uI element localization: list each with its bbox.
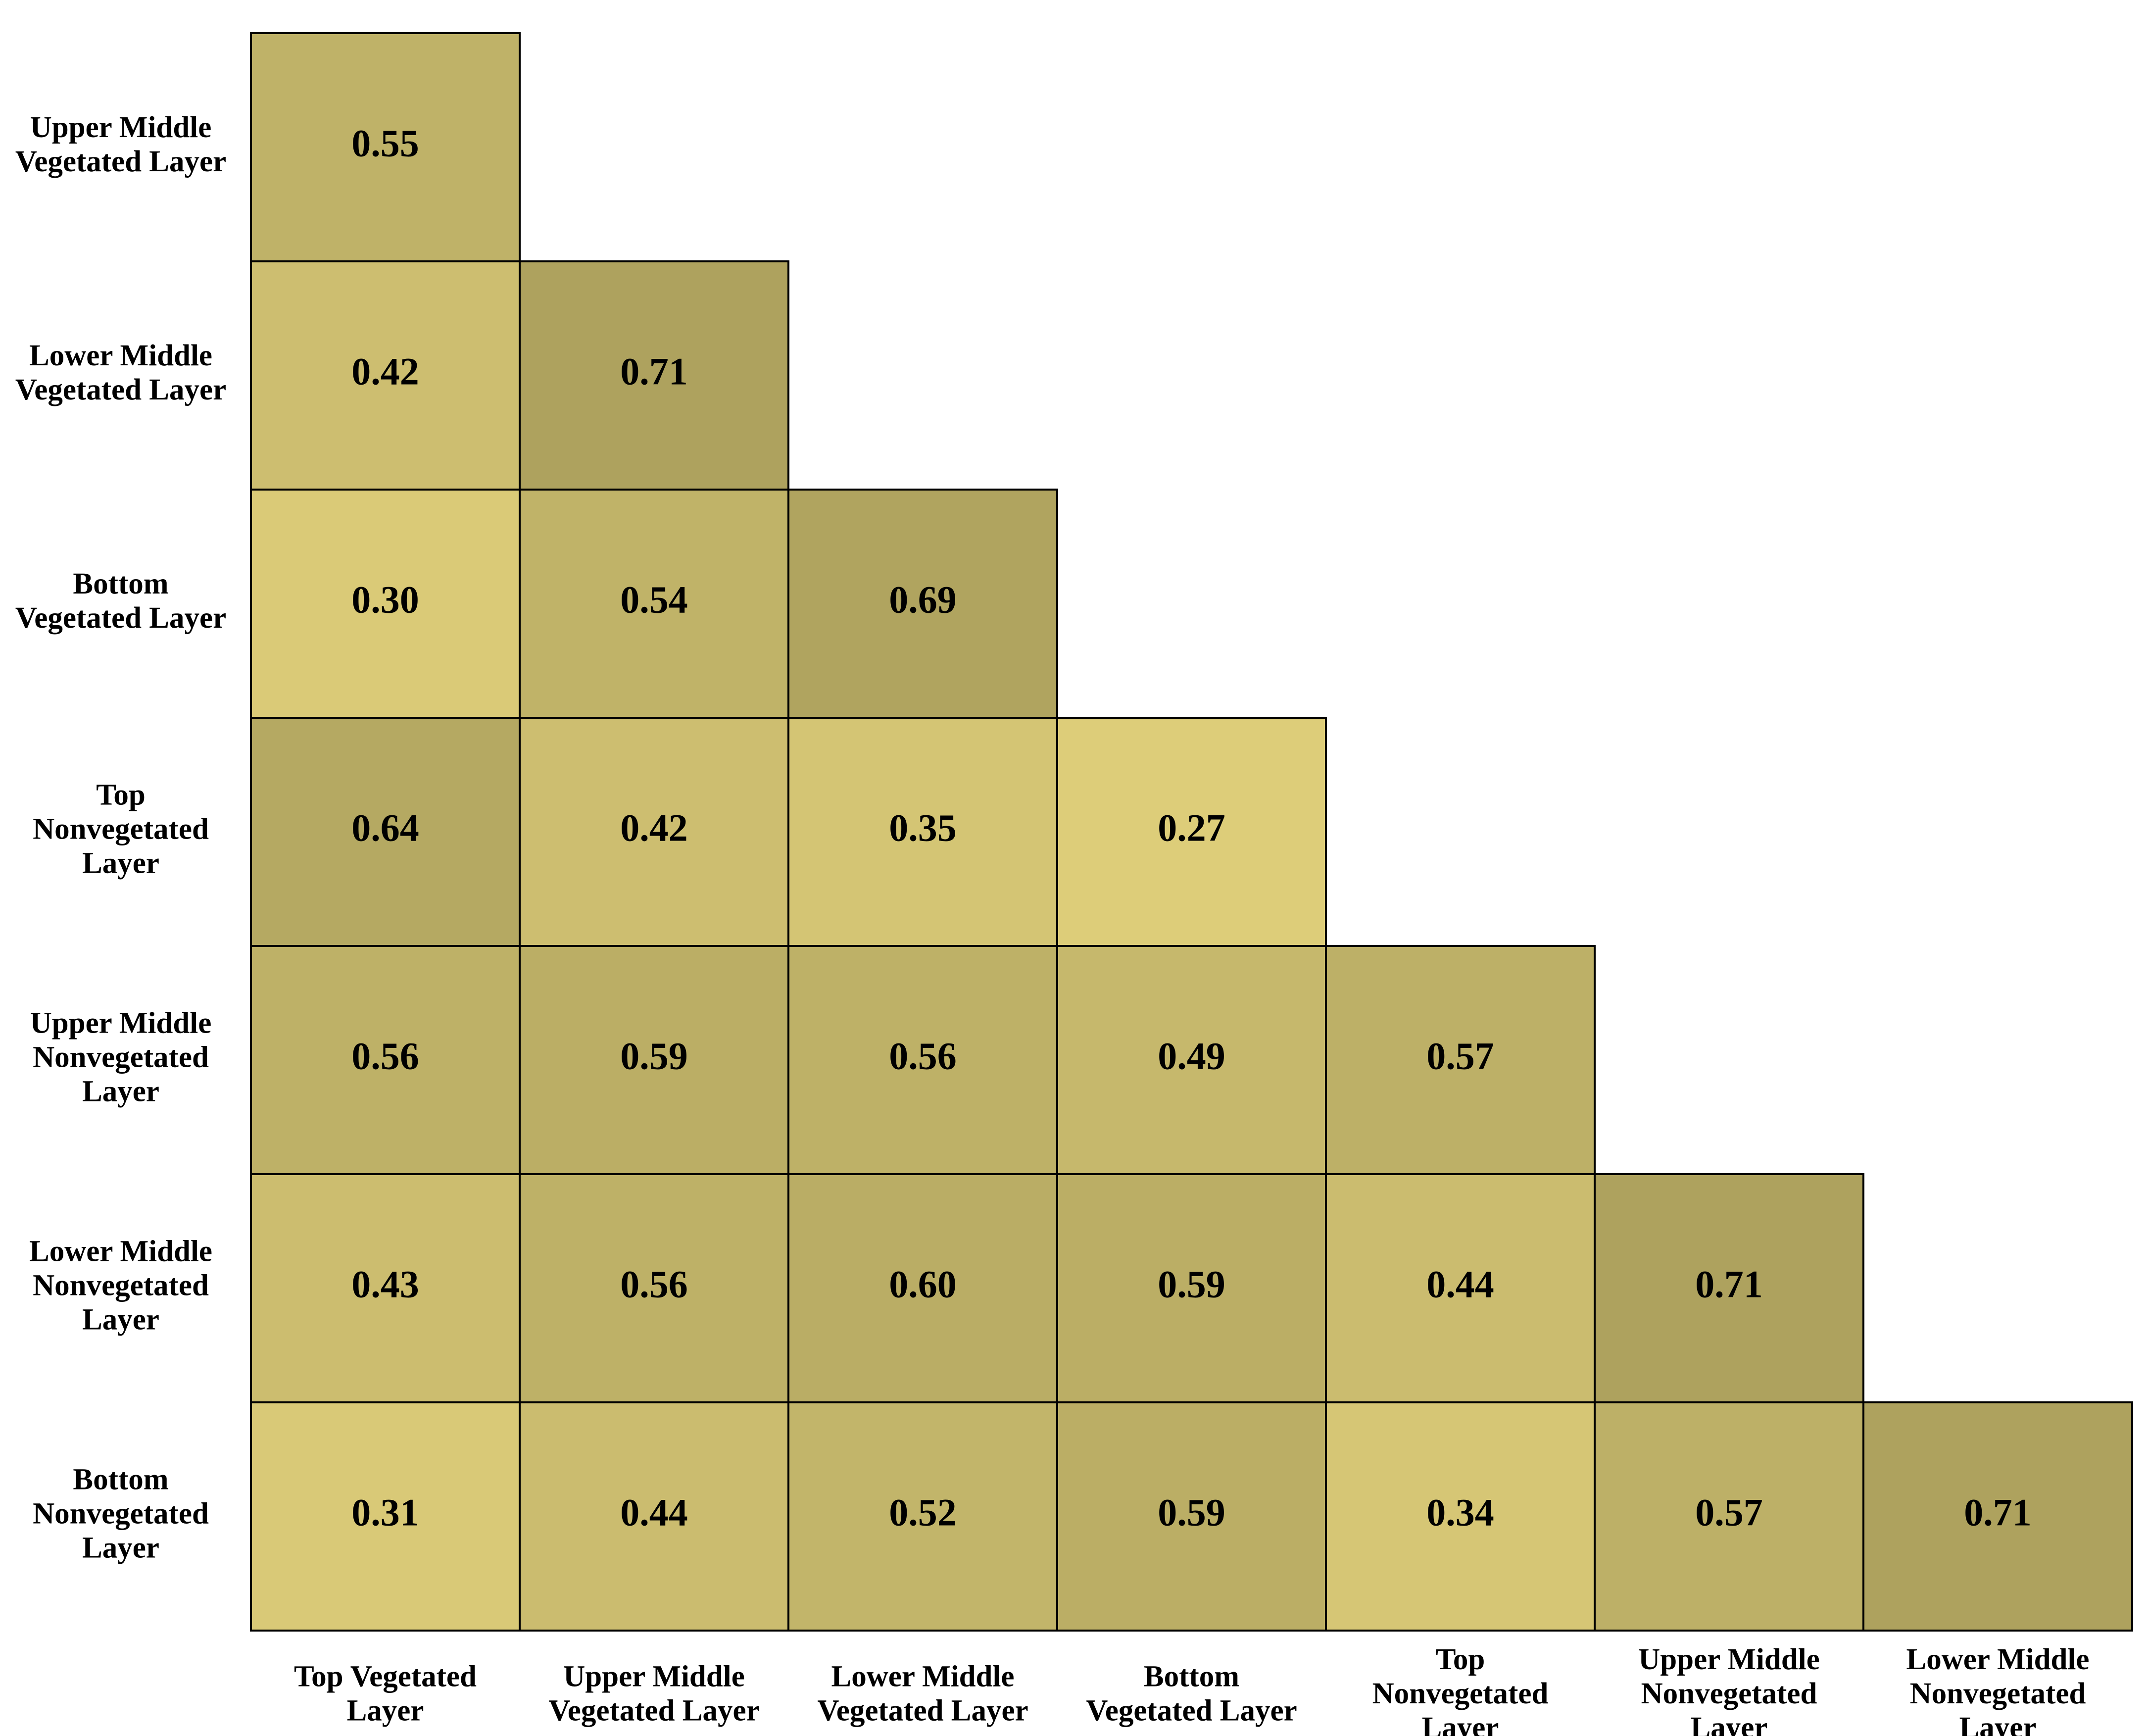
cell-label: 0.54	[620, 578, 688, 621]
cell-label: 0.64	[351, 806, 419, 849]
cell-label: 0.30	[351, 578, 419, 621]
cell-label: 0.71	[620, 349, 688, 393]
cell-label: 0.42	[351, 349, 419, 393]
heatmap-cell	[250, 32, 521, 262]
cell-label: 0.42	[620, 806, 688, 849]
cell-label: 0.59	[1158, 1262, 1225, 1305]
cell-label: 0.56	[351, 1034, 419, 1077]
cell-label: 0.57	[1426, 1034, 1494, 1077]
cell-label: 0.44	[620, 1490, 688, 1534]
y-tick-label: Lower Middle Vegetated Layer	[15, 339, 226, 406]
heatmap-cell	[1594, 1173, 1864, 1403]
x-tick-label: Top Vegetated Layer	[294, 1660, 477, 1728]
x-tick-label: Upper Middle Vegetated Layer	[548, 1660, 759, 1728]
y-tick-label: Top Nonvegetated Layer	[33, 779, 209, 880]
heatmap-cell	[1325, 1173, 1596, 1403]
heatmap-cell	[519, 945, 789, 1175]
heatmap-cell	[1056, 1401, 1327, 1632]
cell-label: 0.43	[351, 1262, 419, 1305]
cell-label: 0.56	[620, 1262, 688, 1305]
cell-label: 0.71	[1964, 1490, 2032, 1534]
cell-label: 0.52	[889, 1490, 957, 1534]
cell-label: 0.69	[889, 578, 957, 621]
heatmap-cell	[1325, 945, 1596, 1175]
cell-label: 0.71	[1695, 1262, 1763, 1305]
heatmap-cell	[1056, 717, 1327, 947]
cell-label: 0.27	[1158, 806, 1225, 849]
heatmap-cell	[787, 945, 1058, 1175]
cell-label: 0.49	[1158, 1034, 1225, 1077]
x-tick-label: Bottom Vegetated Layer	[1086, 1660, 1297, 1728]
heatmap-cell	[787, 489, 1058, 719]
cell-label: 0.31	[351, 1490, 419, 1534]
cell-label: 0.59	[1158, 1490, 1225, 1534]
y-tick-label: Upper Middle Nonvegetated Layer	[30, 1007, 212, 1108]
cell-label: 0.59	[620, 1034, 688, 1077]
cell-label: 0.34	[1426, 1490, 1494, 1534]
heatmap-cell	[250, 1401, 521, 1632]
heatmap-cell	[250, 489, 521, 719]
cell-label: 0.55	[351, 121, 419, 164]
heatmap-cell	[1862, 1401, 2133, 1632]
heatmap-cell	[519, 489, 789, 719]
cell-label: 0.60	[889, 1262, 957, 1305]
x-tick-label: Upper Middle Nonvegetated Layer	[1638, 1643, 1820, 1736]
heatmap-cell	[519, 1173, 789, 1403]
cell-label: 0.35	[889, 806, 957, 849]
y-tick-label: Upper Middle Vegetated Layer	[15, 111, 226, 178]
heatmap-cell	[519, 1401, 789, 1632]
heatmap-cell	[1056, 1173, 1327, 1403]
y-tick-label: Bottom Vegetated Layer	[15, 567, 226, 635]
heatmap-cell	[250, 1173, 521, 1403]
y-tick-label: Lower Middle Nonvegetated Layer	[29, 1235, 212, 1337]
x-tick-label: Lower Middle Vegetated Layer	[817, 1660, 1028, 1728]
heatmap-cell	[250, 260, 521, 491]
heatmap-cell	[787, 1173, 1058, 1403]
heatmap-cell	[519, 260, 789, 491]
heatmap-cell	[1594, 1401, 1864, 1632]
x-tick-label: Top Nonvegetated Layer	[1372, 1643, 1549, 1736]
cell-label: 0.44	[1426, 1262, 1494, 1305]
heatmap-cell	[519, 717, 789, 947]
cell-label: 0.56	[889, 1034, 957, 1077]
cell-label: 0.57	[1695, 1490, 1763, 1534]
heatmap-cell	[1056, 945, 1327, 1175]
x-tick-label: Lower Middle Nonvegetated Layer	[1906, 1643, 2090, 1736]
y-tick-label: Bottom Nonvegetated Layer	[33, 1463, 209, 1565]
